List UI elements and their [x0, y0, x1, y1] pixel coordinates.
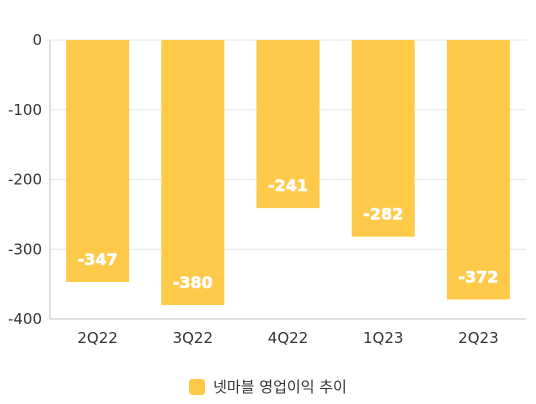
data-label: -347	[78, 250, 118, 269]
y-tick-label: -400	[8, 310, 42, 328]
bar	[446, 40, 510, 300]
legend-swatch	[189, 378, 206, 395]
data-labels: -347 -380 -241 -282 -372	[77, 176, 498, 293]
bars	[66, 40, 510, 306]
data-label: -372	[458, 267, 498, 286]
bar	[351, 40, 415, 237]
y-tick-label: -100	[8, 101, 42, 119]
x-tick-label: 4Q22	[268, 329, 308, 347]
x-tick-label: 2Q22	[77, 329, 117, 347]
bar	[256, 40, 320, 209]
x-tick-label: 2Q23	[458, 329, 498, 347]
legend-label: 넷마블 영업이익 추이	[213, 378, 347, 396]
y-tick-label: 0	[32, 31, 42, 49]
x-tick-label: 1Q23	[363, 329, 403, 347]
data-label: -380	[173, 273, 213, 292]
x-tick-label: 3Q22	[173, 329, 213, 347]
y-tick-label: -300	[8, 240, 42, 258]
bar	[66, 40, 130, 283]
y-tick-label: -200	[8, 171, 42, 189]
axes: 0 -100 -200 -300 -400 2Q22 3Q22 4Q22 1Q23 2Q23	[8, 31, 526, 347]
bar	[161, 40, 225, 306]
data-label: -241	[268, 176, 308, 195]
legend: 넷마블 영업이익 추이	[0, 376, 536, 397]
data-label: -282	[363, 205, 403, 224]
